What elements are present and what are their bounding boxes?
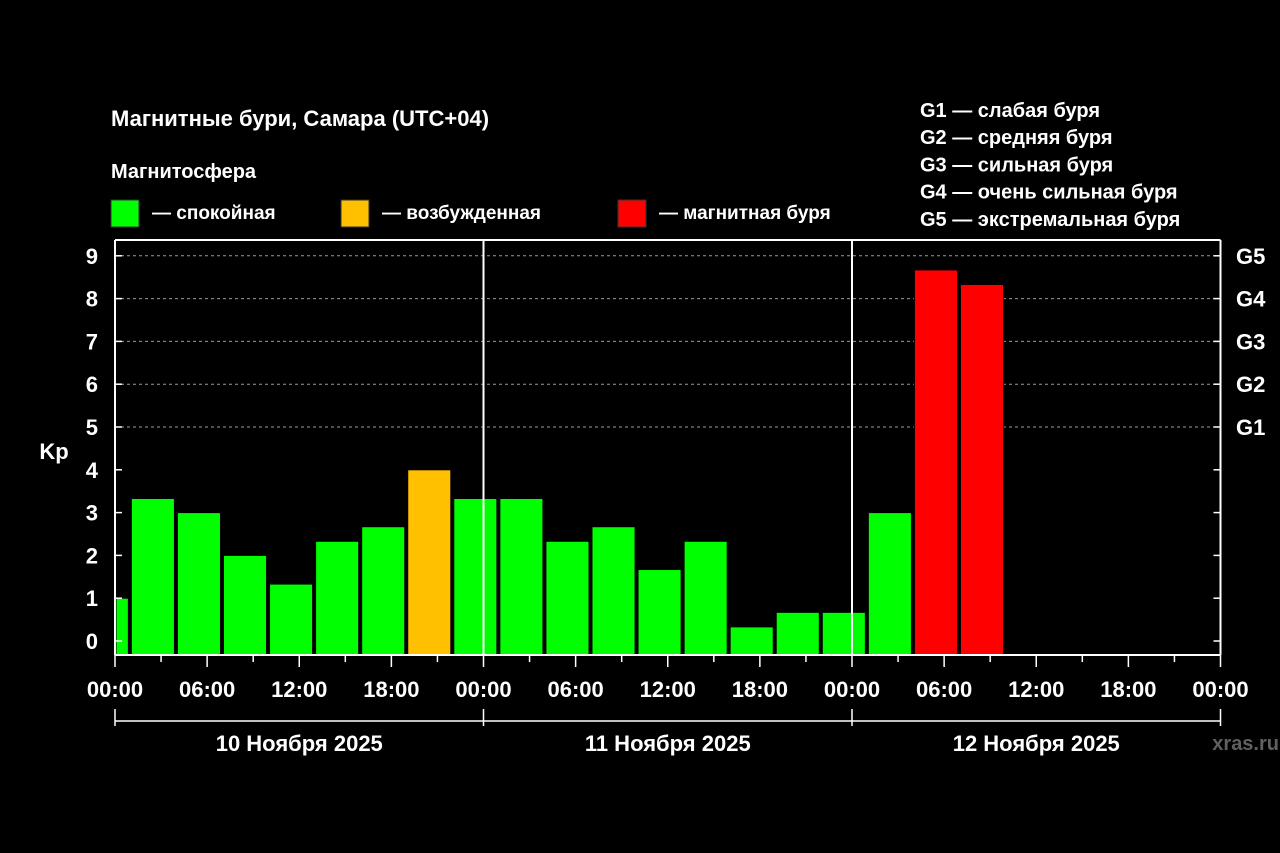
bar-14 xyxy=(683,540,728,656)
y-tick-label-3: 3 xyxy=(86,501,98,526)
y-tick-label-4: 4 xyxy=(86,458,99,483)
bar-18 xyxy=(867,512,912,656)
scale-legend-item-2: G2 — средняя буря xyxy=(920,127,1113,149)
storm-scale-legend: G1 — слабая буря G2 — средняя буря G3 — си… xyxy=(920,100,1180,231)
bar-9 xyxy=(453,497,498,656)
storm-level-label-G5: G5 xyxy=(1236,244,1265,269)
y-tick-label-5: 5 xyxy=(86,415,98,440)
x-tick-label-6: 06:00 xyxy=(547,677,603,702)
x-tick-label-10: 06:00 xyxy=(916,677,972,702)
legend-label-1: — спокойная xyxy=(152,203,276,224)
y-tick-label-0: 0 xyxy=(86,629,98,654)
storm-level-label-G2: G2 xyxy=(1236,372,1265,397)
watermark: xras.ru xyxy=(1212,733,1279,755)
x-tick-label-5: 00:00 xyxy=(455,677,511,702)
x-tick-label-1: 00:00 xyxy=(87,677,143,702)
bar-10 xyxy=(499,497,544,656)
x-tick-label-2: 06:00 xyxy=(179,677,235,702)
storm-level-label-G1: G1 xyxy=(1236,415,1265,440)
day-label-1: 10 Ноября 2025 xyxy=(216,731,383,756)
storm-level-label-G3: G3 xyxy=(1236,329,1265,354)
bar-8 xyxy=(407,469,452,656)
scale-legend-item-1: G1 — слабая буря xyxy=(920,100,1100,122)
x-tick-label-3: 12:00 xyxy=(271,677,327,702)
bar-12 xyxy=(591,526,636,656)
bar-16 xyxy=(775,611,820,656)
bar-5 xyxy=(269,583,314,656)
y-tick-label-1: 1 xyxy=(86,586,98,611)
y-tick-label-9: 9 xyxy=(86,244,98,269)
y-tick-label-7: 7 xyxy=(86,329,98,354)
storm-level-axis: G1 G2 G3 G4 G5 xyxy=(1213,244,1266,642)
scale-legend-item-5: G5 — экстремальная буря xyxy=(920,209,1180,231)
legend-heading: Магнитосфера xyxy=(111,161,257,183)
bar-13 xyxy=(637,569,682,656)
x-tick-label-4: 18:00 xyxy=(363,677,419,702)
y-tick-label-8: 8 xyxy=(86,287,98,312)
day-label-2: 11 Ноября 2025 xyxy=(585,731,751,756)
day-axis: 10 Ноября 2025 11 Ноября 2025 12 Ноября 20… xyxy=(114,709,1222,756)
bar-17 xyxy=(821,611,866,656)
bar-7 xyxy=(361,526,406,656)
legend-label-2: — возбужденная xyxy=(382,203,541,224)
chart-title: Магнитные бури, Самара (UTC+04) xyxy=(111,106,489,131)
x-tick-label-12: 18:00 xyxy=(1100,677,1156,702)
bar-6 xyxy=(315,540,360,656)
scale-legend-item-4: G4 — очень сильная буря xyxy=(920,182,1178,204)
scale-legend-item-3: G3 — сильная буря xyxy=(920,154,1113,176)
bar-11 xyxy=(545,540,590,656)
x-tick-label-11: 12:00 xyxy=(1008,677,1064,702)
day-label-3: 12 Ноября 2025 xyxy=(953,731,1120,756)
bar-4 xyxy=(222,554,268,656)
y-tick-label-6: 6 xyxy=(86,372,98,397)
legend-swatch-1 xyxy=(110,199,140,228)
y-axis: 0 1 2 3 4 5 6 7 8 9 xyxy=(86,244,122,654)
bar-19 xyxy=(913,269,958,656)
bar-20 xyxy=(959,283,1005,656)
bars xyxy=(115,269,1005,656)
legend: — спокойная — возбужденная — магнитная бур… xyxy=(110,199,831,228)
bar-1 xyxy=(115,597,129,656)
x-tick-label-13: 00:00 xyxy=(1192,677,1248,702)
legend-swatch-3 xyxy=(617,199,647,228)
legend-label-3: — магнитная буря xyxy=(659,203,831,224)
grid xyxy=(115,255,1221,428)
legend-swatch-2 xyxy=(340,199,370,228)
bar-15 xyxy=(729,626,774,656)
x-tick-label-9: 00:00 xyxy=(824,677,880,702)
bar-3 xyxy=(176,512,221,656)
bar-2 xyxy=(130,497,175,656)
y-tick-label-2: 2 xyxy=(86,543,98,568)
x-tick-label-8: 18:00 xyxy=(732,677,788,702)
y-axis-label: Kp xyxy=(39,439,68,464)
x-axis: 00:00 06:00 12:00 18:00 00:00 06:00 12:00 18:00… xyxy=(87,655,1249,702)
x-tick-label-7: 12:00 xyxy=(640,677,696,702)
storm-level-label-G4: G4 xyxy=(1236,287,1266,312)
